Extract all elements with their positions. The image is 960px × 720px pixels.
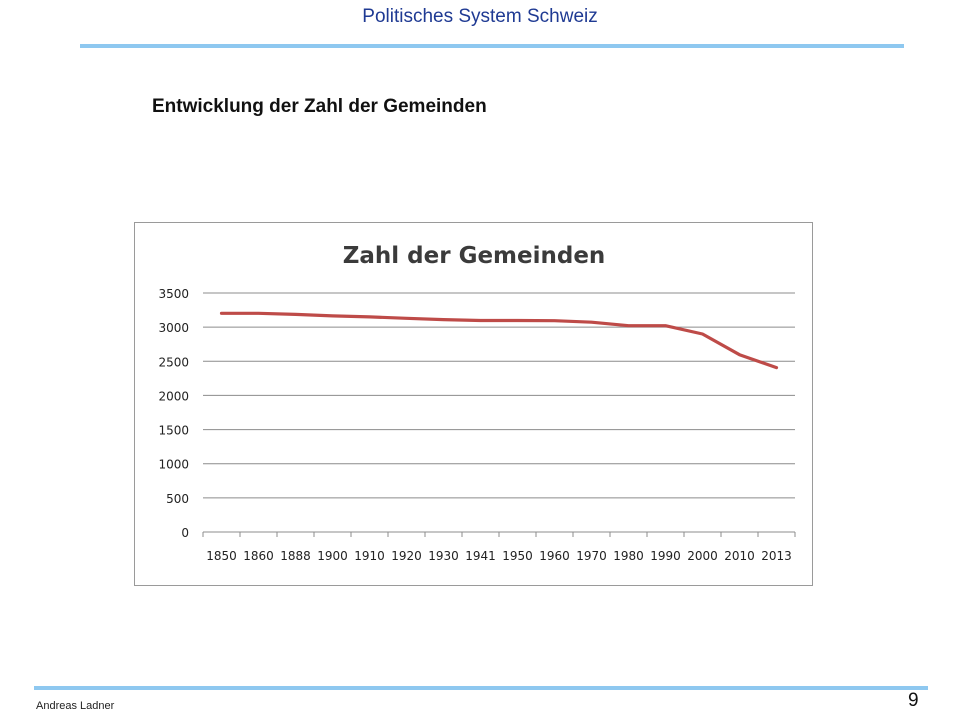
gridlines: [202, 292, 796, 537]
chart-container: Zahl der Gemeinden 0 500 1000 1500 2000 2500 3…: [134, 222, 813, 586]
page-number: 9: [908, 690, 919, 711]
header-rule: [80, 44, 904, 48]
footer-rule: [34, 686, 928, 690]
x-tick-label: 2013: [761, 549, 792, 563]
x-tick-label: 1888: [280, 549, 311, 563]
series-line: [219, 311, 779, 370]
x-tick-label: 1941: [465, 549, 496, 563]
x-tick-label: 1960: [539, 549, 570, 563]
series-layer: [219, 311, 779, 370]
x-tick-label: 1950: [502, 549, 533, 563]
presentation-title: Politisches System Schweiz: [362, 6, 598, 27]
y-tick-label: 1500: [158, 424, 189, 438]
y-tick-label: 0: [181, 526, 189, 540]
x-tick-label: 2000: [687, 549, 718, 563]
x-tick-label: 1910: [354, 549, 385, 563]
x-tick-label: 1900: [317, 549, 348, 563]
x-tick-label: 1970: [576, 549, 607, 563]
x-tick-label: 2010: [724, 549, 755, 563]
x-tick-label: 1920: [391, 549, 422, 563]
y-tick-label: 3500: [158, 287, 189, 301]
line-chart: Zahl der Gemeinden 0 500 1000 1500 2000 2500 3…: [158, 243, 796, 563]
x-tick-label: 1930: [428, 549, 459, 563]
footer-author: Andreas Ladner: [36, 700, 115, 712]
x-tick-label: 1990: [650, 549, 681, 563]
y-tick-label: 2500: [158, 355, 189, 369]
slide-title: Entwicklung der Zahl der Gemeinden: [152, 96, 487, 117]
y-tick-label: 500: [166, 492, 189, 506]
x-tick-labels: 1850 1860 1888 1900 1910 1920 1930 1941 1950 1960…: [206, 549, 792, 563]
y-tick-labels: 0 500 1000 1500 2000 2500 3000 3500: [158, 287, 189, 540]
y-tick-label: 2000: [158, 389, 189, 403]
x-tick-label: 1860: [243, 549, 274, 563]
x-tick-label: 1980: [613, 549, 644, 563]
chart-title: Zahl der Gemeinden: [343, 243, 606, 269]
y-tick-label: 1000: [158, 458, 189, 472]
y-tick-label: 3000: [158, 321, 189, 335]
x-tick-label: 1850: [206, 549, 237, 563]
